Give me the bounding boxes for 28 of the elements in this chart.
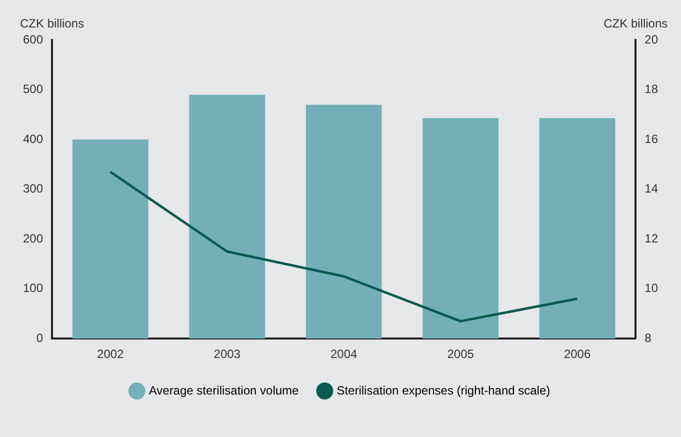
- y-tick-label: 100: [22, 281, 44, 296]
- x-tick-label: 2005: [447, 347, 474, 362]
- y2-tick-label: 8: [644, 330, 652, 345]
- bar: [306, 104, 382, 339]
- y2-axis-title: CZK billions: [604, 16, 668, 30]
- x-tick-label: 2002: [97, 347, 124, 362]
- y-tick-label: 300: [22, 182, 44, 196]
- bar: [539, 118, 616, 339]
- y2-tick-label: 14: [644, 182, 658, 196]
- bar: [422, 118, 498, 339]
- x-tick-label: 2006: [564, 347, 591, 362]
- y2-tick-label: 16: [644, 132, 658, 146]
- y2-tick-label: 10: [644, 281, 658, 296]
- y-tick-label: 200: [22, 231, 44, 246]
- y-tick-label: 600: [22, 32, 44, 46]
- y2-tick-label: 18: [644, 82, 658, 96]
- bar: [189, 94, 266, 339]
- y2-tick-label: 12: [644, 231, 658, 246]
- bar: [72, 140, 148, 339]
- y-tick-label: 400: [22, 132, 44, 146]
- x-tick-label: 2003: [214, 347, 241, 362]
- x-tick-label: 2004: [330, 347, 358, 362]
- y-tick-label: 0: [36, 330, 44, 345]
- legend-label: Sterilisation expenses (right-hand scale): [336, 383, 550, 398]
- y2-tick-label: 20: [644, 32, 658, 46]
- legend-label: Average sterilisation volume: [148, 383, 300, 398]
- y-tick-label: 500: [22, 82, 44, 96]
- y-axis-title: CZK billions: [20, 16, 84, 30]
